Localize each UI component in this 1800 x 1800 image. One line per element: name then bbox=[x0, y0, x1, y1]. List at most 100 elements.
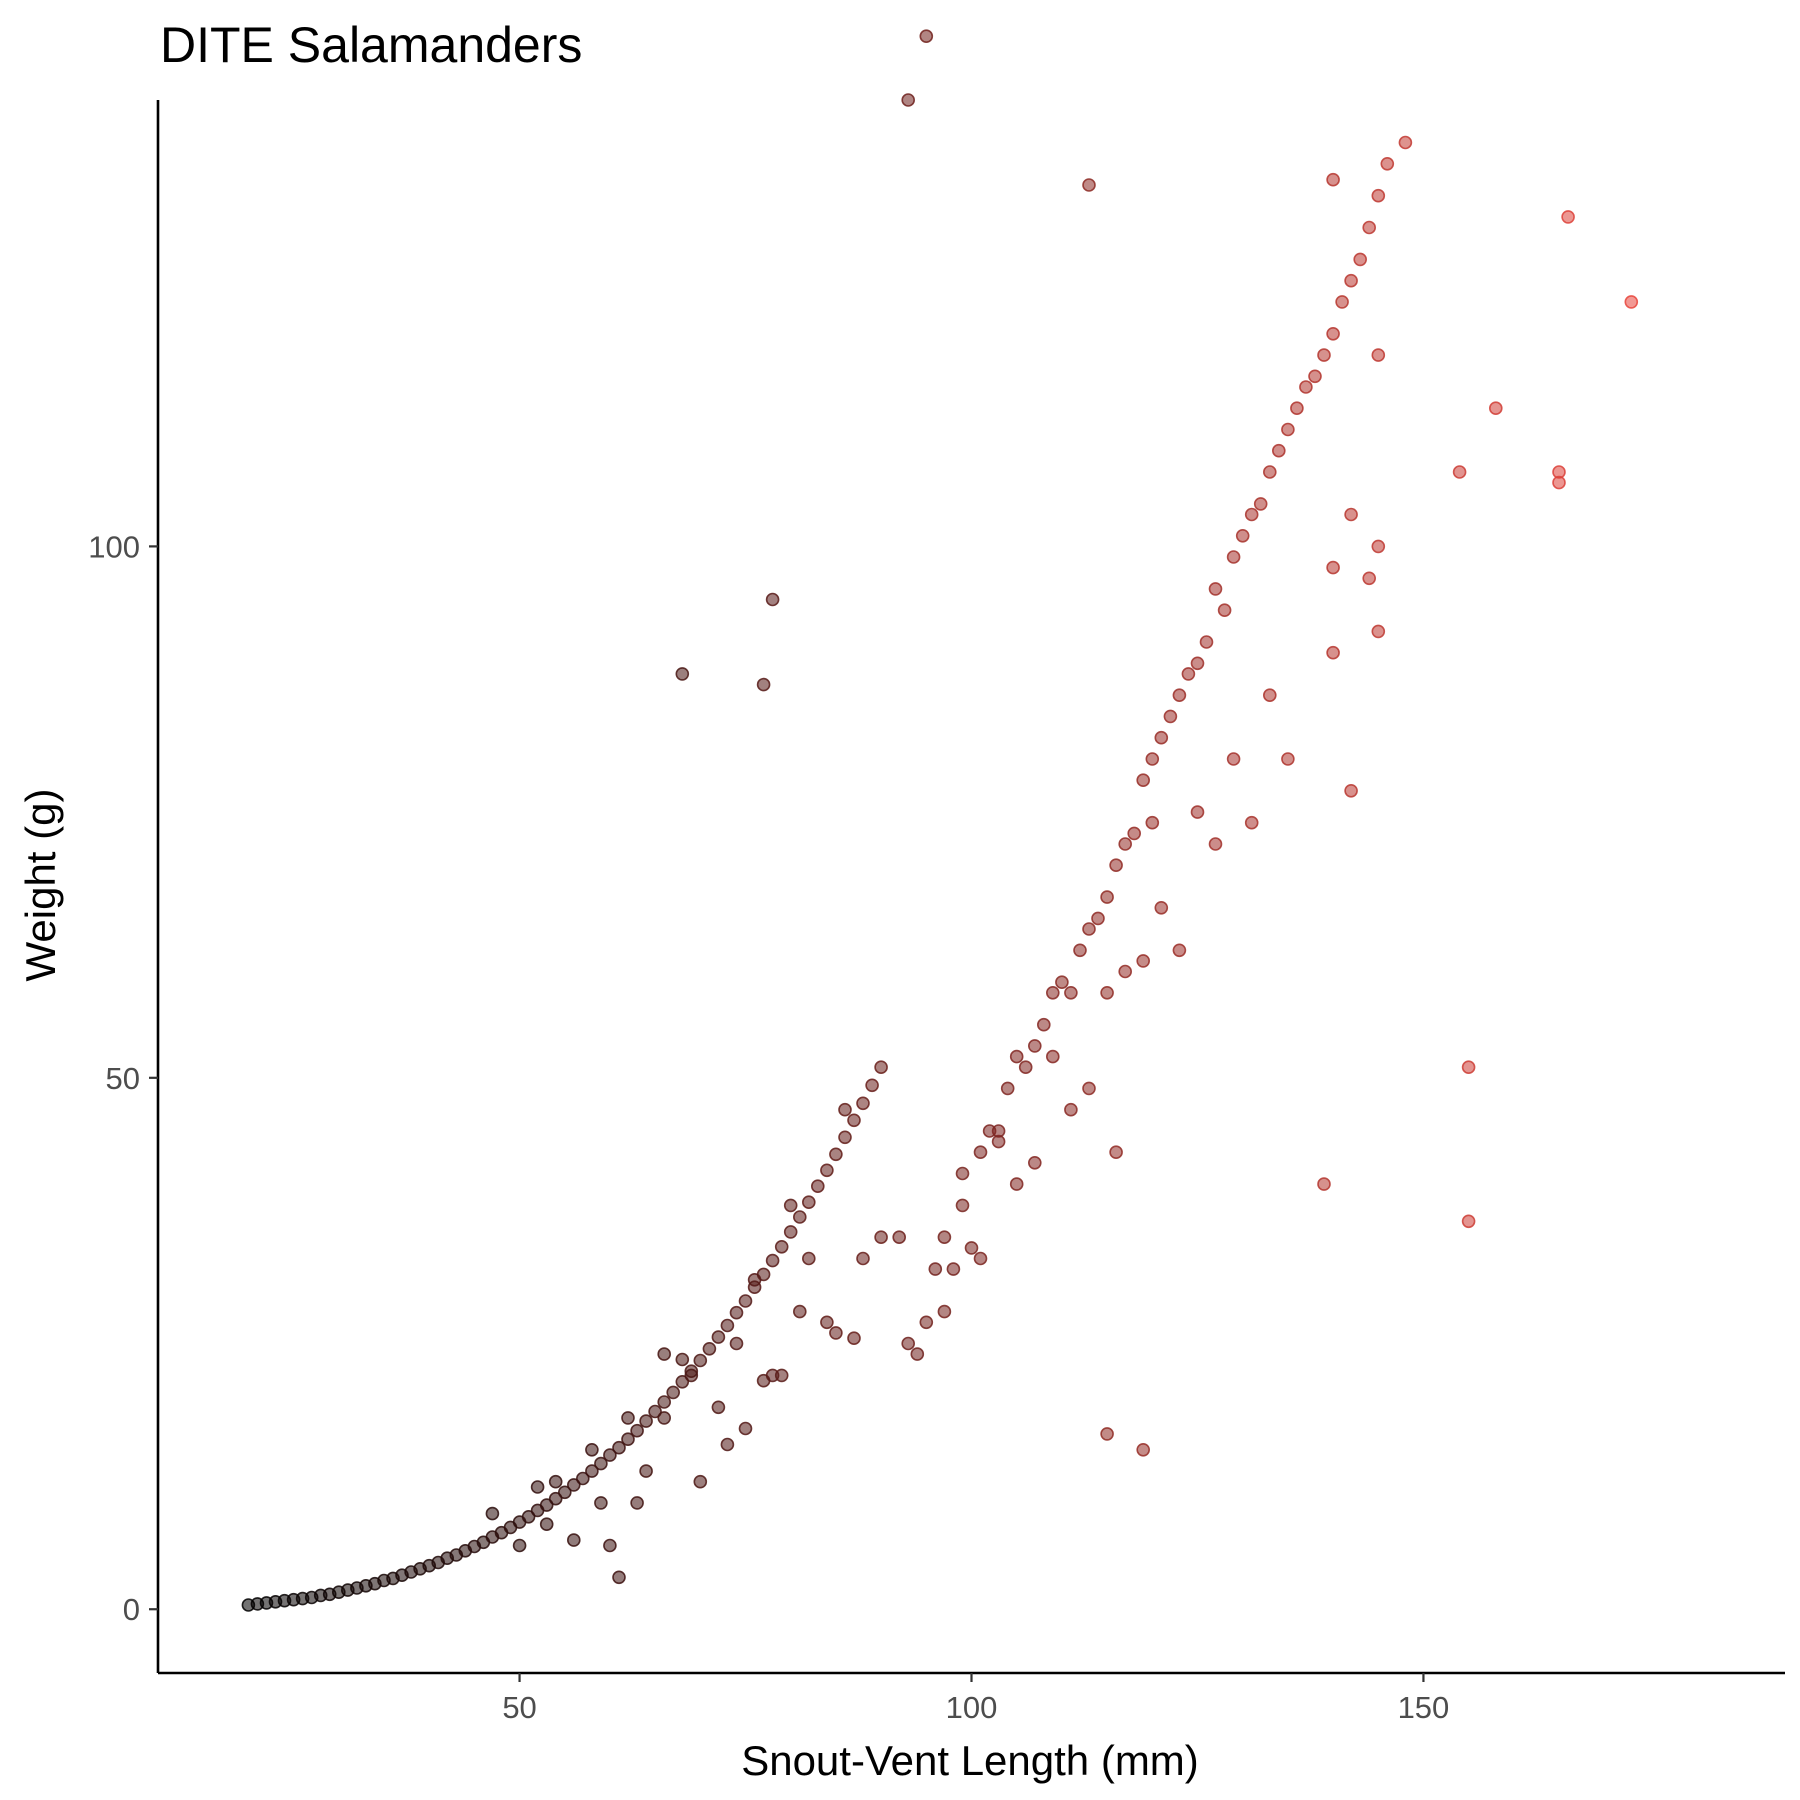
y-tick-label: 50 bbox=[106, 1061, 140, 1096]
data-point bbox=[657, 1411, 672, 1425]
data-point bbox=[1018, 1060, 1033, 1074]
data-point bbox=[1290, 401, 1304, 416]
data-point bbox=[1028, 1039, 1042, 1053]
data-point bbox=[1082, 1081, 1096, 1096]
data-point bbox=[1326, 172, 1340, 187]
data-point bbox=[720, 1318, 735, 1333]
data-point bbox=[1046, 1049, 1060, 1064]
data-point bbox=[603, 1538, 617, 1553]
data-point bbox=[639, 1464, 653, 1478]
data-point bbox=[1552, 465, 1566, 479]
data-point bbox=[1064, 1102, 1078, 1117]
data-point bbox=[955, 1198, 970, 1213]
data-point bbox=[874, 1230, 888, 1244]
data-point bbox=[621, 1432, 635, 1446]
data-point bbox=[566, 1533, 581, 1547]
data-point bbox=[1037, 1017, 1051, 1032]
data-point bbox=[684, 1368, 699, 1383]
data-point bbox=[1253, 497, 1268, 511]
data-point bbox=[1199, 635, 1214, 649]
data-point bbox=[594, 1456, 608, 1471]
data-point bbox=[1344, 507, 1358, 522]
data-point bbox=[1082, 178, 1096, 192]
data-point bbox=[1009, 1049, 1024, 1064]
data-point bbox=[1335, 295, 1349, 309]
data-point bbox=[557, 1485, 572, 1500]
data-point bbox=[801, 1251, 816, 1266]
data-point bbox=[1172, 688, 1187, 703]
data-point bbox=[1100, 890, 1114, 904]
data-point bbox=[783, 1225, 798, 1239]
data-point bbox=[1226, 550, 1241, 564]
data-point bbox=[1299, 380, 1313, 394]
data-point bbox=[1489, 401, 1503, 416]
data-point bbox=[1461, 1214, 1476, 1229]
data-point bbox=[1100, 1427, 1114, 1441]
data-point bbox=[1235, 528, 1250, 543]
data-point bbox=[774, 1368, 789, 1383]
data-point bbox=[973, 1145, 988, 1159]
data-point bbox=[657, 1347, 672, 1361]
data-point bbox=[594, 1496, 608, 1510]
data-point bbox=[856, 1251, 870, 1266]
data-point bbox=[521, 1510, 536, 1524]
data-point bbox=[829, 1147, 843, 1162]
data-point bbox=[820, 1315, 834, 1330]
data-point bbox=[675, 1352, 690, 1367]
data-point bbox=[1028, 1156, 1042, 1170]
data-point bbox=[892, 1230, 907, 1244]
data-point bbox=[512, 1538, 527, 1553]
data-point bbox=[1217, 603, 1232, 618]
data-point bbox=[1371, 624, 1386, 639]
data-point bbox=[702, 1342, 717, 1356]
x-axis-label: Snout-Vent Length (mm) bbox=[741, 1737, 1199, 1784]
data-point bbox=[539, 1498, 554, 1512]
data-point bbox=[1109, 1145, 1123, 1159]
data-point bbox=[1317, 348, 1331, 362]
data-point bbox=[1109, 858, 1123, 873]
data-point bbox=[1190, 656, 1205, 671]
data-point bbox=[1145, 815, 1160, 830]
data-point bbox=[575, 1471, 590, 1486]
data-point bbox=[1317, 1177, 1331, 1191]
data-point bbox=[1281, 422, 1295, 437]
data-point bbox=[612, 1440, 626, 1455]
data-point bbox=[928, 1262, 943, 1276]
data-point bbox=[1362, 571, 1376, 586]
data-point bbox=[1308, 369, 1322, 384]
data-point bbox=[530, 1480, 545, 1494]
data-point bbox=[874, 1060, 888, 1074]
y-axis-label: Weight (g) bbox=[17, 789, 64, 982]
data-point bbox=[485, 1506, 500, 1521]
data-point bbox=[1009, 1177, 1024, 1191]
data-point bbox=[1281, 752, 1295, 766]
data-point bbox=[1208, 582, 1223, 596]
data-point bbox=[1181, 667, 1196, 681]
data-point bbox=[838, 1102, 852, 1117]
data-point bbox=[675, 667, 690, 681]
data-point bbox=[1145, 752, 1160, 766]
data-point bbox=[612, 1570, 626, 1585]
data-point bbox=[792, 1304, 807, 1319]
data-point bbox=[1136, 773, 1150, 788]
data-point bbox=[1118, 964, 1132, 979]
data-point bbox=[820, 1163, 834, 1178]
data-point bbox=[1398, 135, 1413, 150]
data-point bbox=[1136, 954, 1150, 968]
data-point bbox=[657, 1395, 672, 1409]
data-point bbox=[1082, 922, 1096, 936]
data-point bbox=[1118, 837, 1132, 851]
data-point bbox=[666, 1385, 681, 1400]
data-point bbox=[747, 1273, 762, 1287]
data-point bbox=[973, 1251, 988, 1266]
data-point bbox=[1100, 985, 1114, 1000]
data-point bbox=[1461, 1060, 1476, 1074]
data-point bbox=[765, 1253, 780, 1268]
x-tick-label: 50 bbox=[502, 1690, 536, 1725]
data-point bbox=[1000, 1081, 1015, 1096]
data-point bbox=[1091, 911, 1105, 926]
data-point bbox=[937, 1304, 952, 1319]
data-point bbox=[1208, 837, 1223, 851]
data-point bbox=[1326, 560, 1340, 575]
ticks-layer: 50 100 150 0 50 100 bbox=[88, 529, 1449, 1725]
